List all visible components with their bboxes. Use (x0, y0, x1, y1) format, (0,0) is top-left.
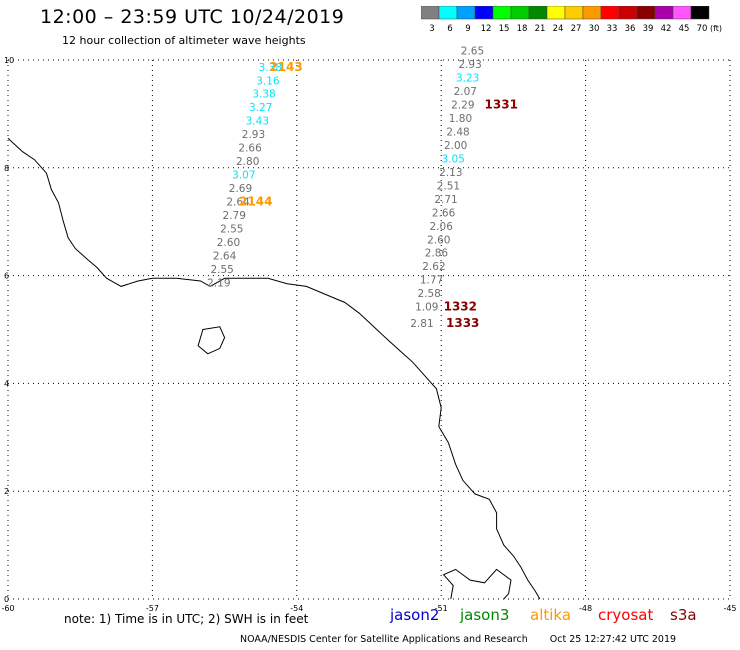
swh-label: 3.27 (249, 102, 272, 114)
island-path (197, 326, 226, 355)
satellite-altika: altika (530, 606, 572, 624)
swh-label: 1.77 (420, 275, 443, 287)
legend-label: 42 (661, 24, 672, 34)
legend-label: 33 (607, 24, 618, 34)
lon-tick-label: -54 (290, 604, 303, 613)
legend-label: 12 (481, 24, 492, 34)
swh-label: 2.80 (236, 156, 259, 168)
lon-tick-label: -60 (1, 604, 14, 613)
coastline (7, 137, 541, 600)
legend-label: 27 (571, 24, 582, 34)
lon-tick-label: -48 (579, 604, 592, 613)
legend-label: 21 (535, 24, 546, 34)
time-label: 1331 (485, 98, 518, 112)
swh-label: 2.51 (437, 180, 460, 192)
legend-unit: (ft) (710, 24, 722, 33)
swh-label: 2.13 (439, 167, 462, 179)
swh-label: 2.48 (446, 126, 469, 138)
swh-label: 2.64 (213, 250, 237, 262)
swh-label: 3.43 (246, 116, 269, 128)
swh-label: 2.60 (217, 237, 240, 249)
swh-label: 1.09 (415, 302, 438, 314)
legend-label: 18 (517, 24, 528, 34)
swh-label: 2.79 (223, 210, 246, 222)
time-label: 1333 (446, 316, 479, 330)
coastline-path (7, 137, 541, 600)
legend-swatch (690, 6, 710, 20)
legend-label: 30 (589, 24, 600, 34)
swh-label: 2.55 (220, 223, 243, 235)
swh-label: 3.16 (256, 75, 280, 87)
swh-label: 2.86 (425, 248, 449, 260)
lat-tick-label: 8 (4, 164, 9, 173)
swh-label: 2.06 (430, 221, 454, 233)
swh-label: 2.69 (229, 183, 252, 195)
swh-label: 2.29 (451, 100, 474, 112)
legend-label: 45 (679, 24, 690, 34)
swh-label: 2.66 (238, 143, 262, 155)
color-legend: 3 6 9 12 15 18 21 24 27 30 33 36 39 42 45 70 (ft) (421, 6, 722, 34)
lat-tick-label: 6 (4, 272, 9, 281)
timestamp-text: Oct 25 12:27:42 UTC 2019 (549, 634, 677, 645)
legend-label: 24 (553, 24, 564, 34)
legend-label: 9 (465, 24, 470, 34)
swh-label: 2.93 (458, 59, 481, 71)
map-subtitle: 12 hour collection of altimeter wave hei… (62, 34, 306, 47)
swh-label: 2.19 (207, 277, 230, 289)
lon-tick-label: -57 (146, 604, 159, 613)
satellite-tracks: 3.383.163.383.273.432.932.662.803.072.69… (207, 46, 518, 330)
satellite-s3a: s3a (670, 606, 697, 624)
estuary-path (442, 568, 512, 600)
graticule (7, 59, 731, 600)
lat-tick-label: 0 (4, 595, 9, 604)
satellite-cryosat: cryosat (598, 606, 654, 624)
credit-text: NOAA/NESDIS Center for Satellite Applica… (240, 634, 528, 645)
footer-credit: NOAA/NESDIS Center for Satellite Applica… (240, 634, 676, 645)
lat-tick-label: 2 (4, 487, 9, 496)
swh-label: 1.80 (449, 113, 472, 125)
time-label: 2144 (239, 195, 272, 209)
swh-label: 2.60 (427, 234, 450, 246)
map-title: 12:00 – 23:59 UTC 10/24/2019 (40, 6, 345, 28)
swh-label: 2.66 (432, 207, 456, 219)
lon-tick-label: -51 (435, 604, 448, 613)
swh-label: 3.38 (252, 89, 275, 101)
swh-label: 2.93 (242, 129, 265, 141)
lon-tick-label: -45 (723, 604, 736, 613)
footer-note: note: 1) Time is in UTC; 2) SWH is in fe… (64, 612, 309, 626)
swh-label: 2.65 (461, 46, 484, 58)
legend-label: 3 (429, 24, 434, 34)
lat-tick-label: 10 (4, 56, 14, 65)
legend-label: 36 (625, 24, 636, 34)
satellite-jason3: jason3 (460, 606, 510, 624)
swh-label: 2.62 (422, 261, 445, 273)
swh-label: 3.38 (259, 62, 282, 74)
satellite-jason2: jason2 (390, 606, 440, 624)
legend-label: 6 (447, 24, 452, 34)
swh-label: 3.23 (456, 73, 479, 85)
swh-label: 2.64 (226, 197, 250, 209)
axis-ticks: -60 -57 -54 -51 -48 -45 0 2 4 6 8 10 (1, 56, 736, 613)
time-label: 2143 (269, 60, 302, 74)
legend-label: 39 (643, 24, 654, 34)
swh-label: 2.55 (210, 264, 233, 276)
swh-label: 2.58 (417, 288, 440, 300)
swh-label: 2.81 (410, 318, 433, 330)
time-label: 1332 (444, 300, 477, 314)
lat-tick-label: 4 (4, 379, 9, 388)
swh-label: 2.00 (444, 140, 467, 152)
swh-label: 2.71 (434, 194, 457, 206)
legend-label: 70 (697, 24, 708, 34)
legend-label: 15 (499, 24, 510, 34)
swh-label: 3.05 (442, 153, 465, 165)
swh-label: 3.07 (232, 170, 255, 182)
swh-label: 2.07 (454, 86, 477, 98)
